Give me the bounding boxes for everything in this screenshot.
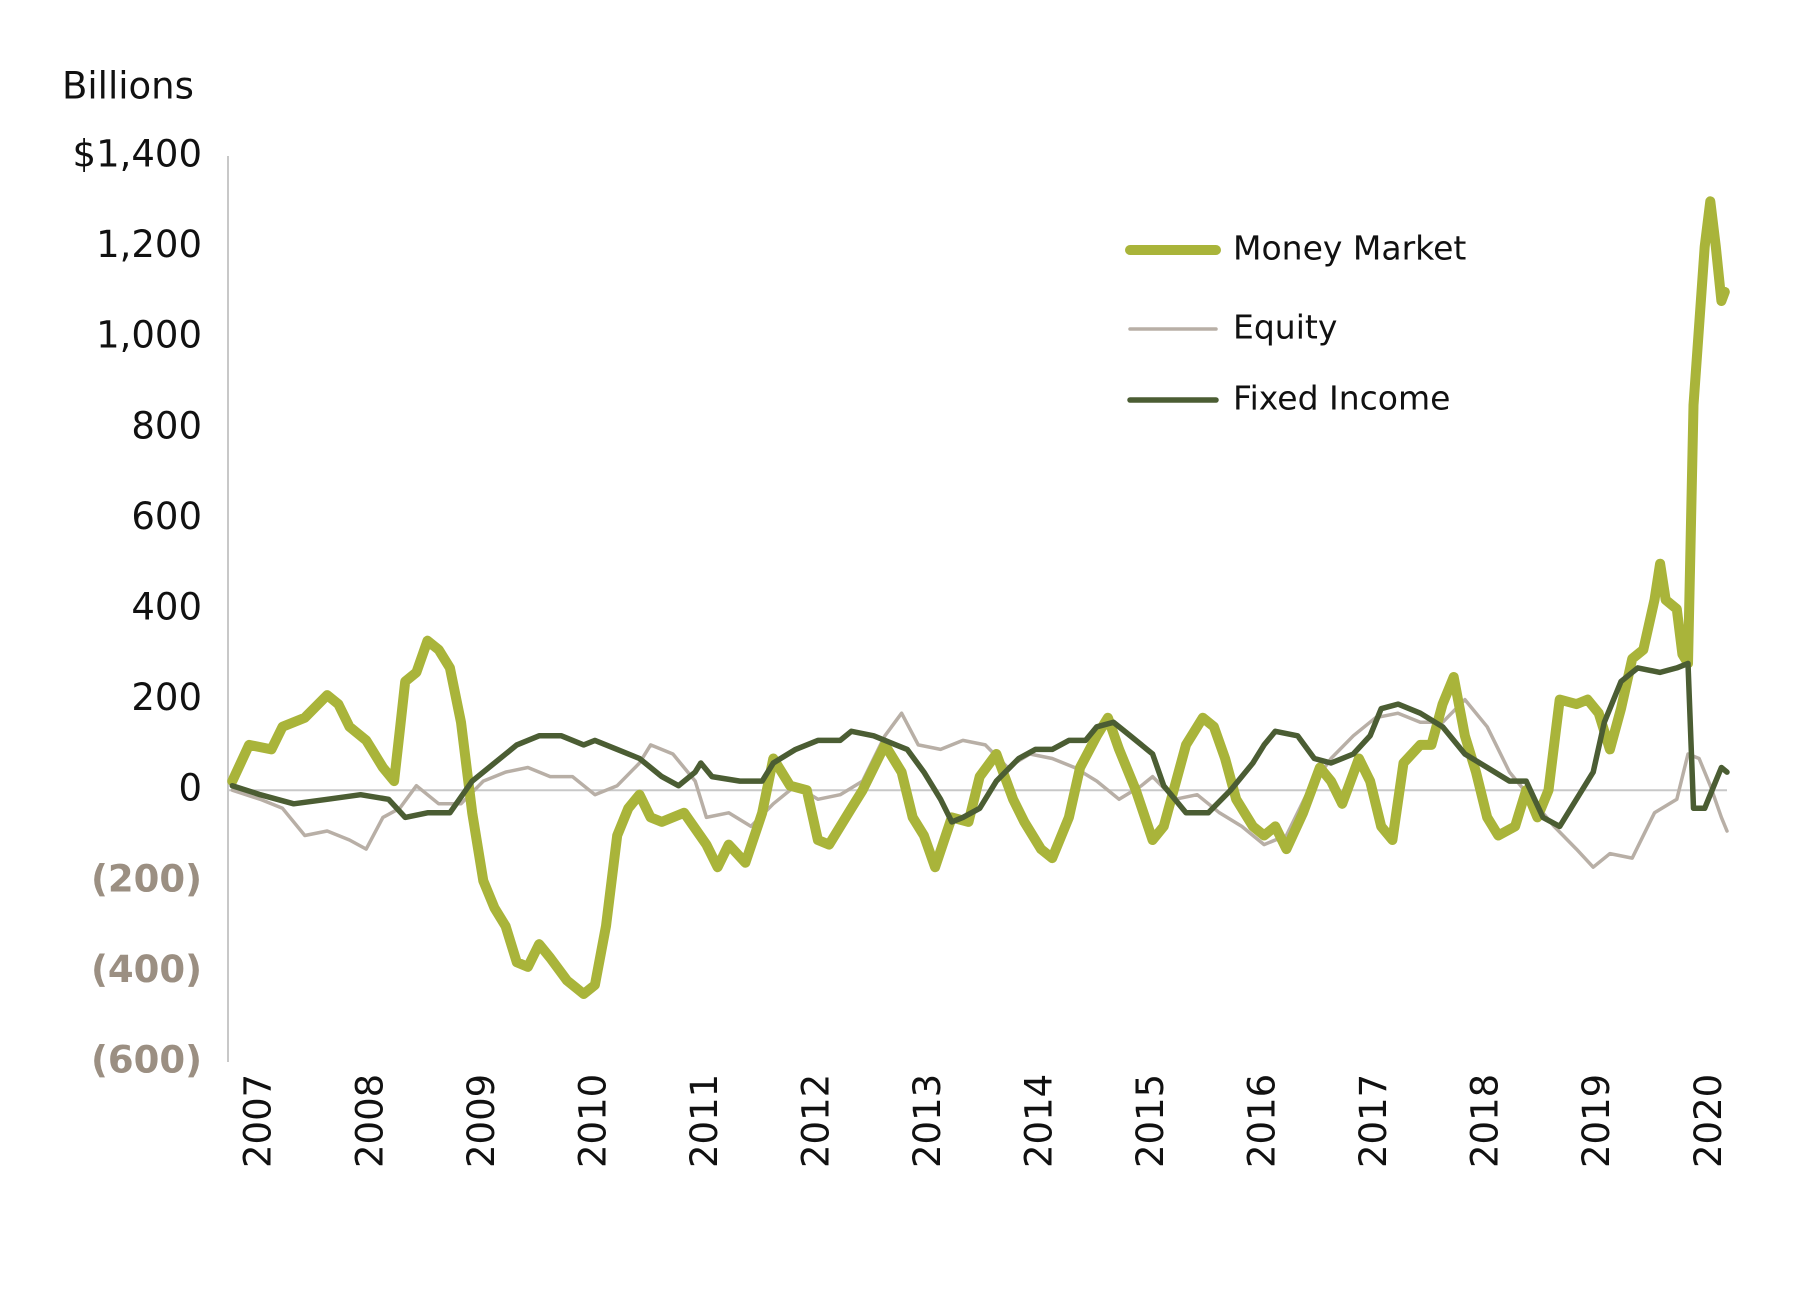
y-tick-label: $1,400	[73, 133, 202, 176]
x-tick-label: 2010	[571, 1074, 614, 1168]
y-tick-label: 400	[131, 586, 202, 629]
y-tick-label: 1,000	[96, 314, 202, 357]
y-tick-label: 600	[131, 495, 202, 538]
x-tick-label: 2020	[1687, 1074, 1730, 1168]
legend-label: Fixed Income	[1233, 379, 1450, 418]
y-tick-label: 200	[131, 676, 202, 719]
y-tick-label: (400)	[91, 948, 202, 991]
series-line	[227, 196, 1730, 999]
x-tick-label: 2012	[794, 1074, 837, 1168]
x-tick-label: 2009	[460, 1074, 503, 1168]
x-tick-label: 2011	[683, 1074, 726, 1168]
legend-label: Equity	[1233, 308, 1337, 347]
series-line	[229, 660, 1730, 830]
y-tick-label: 1,200	[96, 223, 202, 266]
y-axis-label: Billions	[62, 65, 194, 108]
legend-label: Money Market	[1233, 229, 1466, 268]
y-tick-label: (600)	[91, 1039, 202, 1082]
x-tick-label: 2008	[348, 1074, 391, 1168]
x-tick-label: 2015	[1129, 1074, 1172, 1168]
x-tick-label: 2019	[1575, 1074, 1618, 1168]
x-tick-label: 2014	[1018, 1074, 1061, 1168]
x-tick-label: 2013	[906, 1074, 949, 1168]
y-tick-label: 800	[131, 404, 202, 447]
y-tick-label: 0	[178, 767, 202, 810]
x-tick-label: 2016	[1241, 1074, 1284, 1168]
x-tick-label: 2007	[237, 1074, 280, 1168]
x-tick-label: 2018	[1464, 1074, 1507, 1168]
x-tick-label: 2017	[1352, 1074, 1395, 1168]
y-tick-label: (200)	[91, 857, 202, 900]
